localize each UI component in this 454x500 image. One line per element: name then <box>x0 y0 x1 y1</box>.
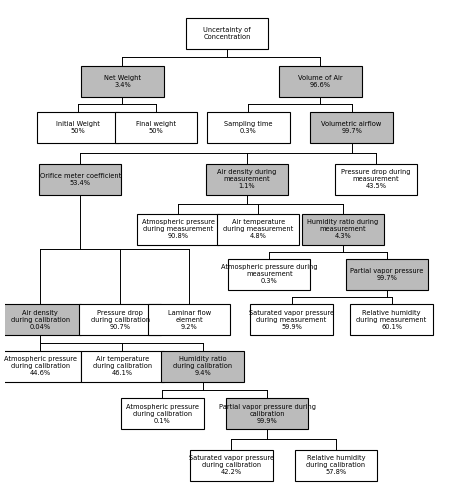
Text: Initial Weight
50%: Initial Weight 50% <box>56 120 100 134</box>
FancyBboxPatch shape <box>39 164 121 195</box>
Text: Pressure drop
during calibration
90.7%: Pressure drop during calibration 90.7% <box>91 310 150 330</box>
FancyBboxPatch shape <box>279 66 361 97</box>
FancyBboxPatch shape <box>346 259 428 290</box>
Text: Atmospheric pressure
during calibration
44.6%: Atmospheric pressure during calibration … <box>4 356 77 376</box>
FancyBboxPatch shape <box>79 304 161 335</box>
Text: Volumetric airflow
99.7%: Volumetric airflow 99.7% <box>321 120 382 134</box>
Text: Pressure drop during
measurement
43.5%: Pressure drop during measurement 43.5% <box>341 170 411 190</box>
Text: Orifice meter coefficient
53.4%: Orifice meter coefficient 53.4% <box>39 173 121 186</box>
FancyBboxPatch shape <box>186 18 268 49</box>
Text: Volume of Air
96.6%: Volume of Air 96.6% <box>298 75 343 88</box>
FancyBboxPatch shape <box>335 164 417 195</box>
Text: Laminar flow
element
9.2%: Laminar flow element 9.2% <box>168 310 211 330</box>
FancyBboxPatch shape <box>226 398 308 429</box>
Text: Sampling time
0.3%: Sampling time 0.3% <box>224 120 272 134</box>
Text: Saturated vapor pressure
during measurement
59.9%: Saturated vapor pressure during measurem… <box>249 310 334 330</box>
FancyBboxPatch shape <box>350 304 433 335</box>
FancyBboxPatch shape <box>161 350 244 382</box>
FancyBboxPatch shape <box>148 304 230 335</box>
FancyBboxPatch shape <box>81 66 163 97</box>
FancyBboxPatch shape <box>121 398 204 429</box>
Text: Partial vapor pressure
99.7%: Partial vapor pressure 99.7% <box>350 268 424 280</box>
FancyBboxPatch shape <box>81 350 163 382</box>
Text: Atmospheric pressure
during calibration
0.1%: Atmospheric pressure during calibration … <box>126 404 199 423</box>
Text: Final weight
50%: Final weight 50% <box>136 120 176 134</box>
Text: Humidity ratio during
measurement
4.3%: Humidity ratio during measurement 4.3% <box>307 220 378 240</box>
Text: Atmospheric pressure during
measurement
0.3%: Atmospheric pressure during measurement … <box>221 264 318 284</box>
Text: Relative humidity
during calibration
57.8%: Relative humidity during calibration 57.… <box>306 455 365 475</box>
Text: Air temperature
during measurement
4.8%: Air temperature during measurement 4.8% <box>223 220 293 240</box>
FancyBboxPatch shape <box>115 112 197 142</box>
Text: Relative humidity
during measurement
60.1%: Relative humidity during measurement 60.… <box>356 310 427 330</box>
Text: Humidity ratio
during calibration
9.4%: Humidity ratio during calibration 9.4% <box>173 356 232 376</box>
FancyBboxPatch shape <box>207 112 290 142</box>
FancyBboxPatch shape <box>301 214 384 245</box>
FancyBboxPatch shape <box>0 304 81 335</box>
FancyBboxPatch shape <box>295 450 377 480</box>
FancyBboxPatch shape <box>217 214 299 245</box>
FancyBboxPatch shape <box>137 214 219 245</box>
Text: Air density
during calibration
0.04%: Air density during calibration 0.04% <box>10 310 70 330</box>
Text: Uncertainty of
Concentration: Uncertainty of Concentration <box>203 27 251 40</box>
Text: Net Weight
3.4%: Net Weight 3.4% <box>104 75 141 88</box>
Text: Saturated vapor pressure
during calibration
42.2%: Saturated vapor pressure during calibrat… <box>189 455 274 475</box>
FancyBboxPatch shape <box>0 350 81 382</box>
FancyBboxPatch shape <box>311 112 393 142</box>
Text: Air density during
measurement
1.1%: Air density during measurement 1.1% <box>217 170 276 190</box>
Text: Partial vapor pressure during
calibration
99.9%: Partial vapor pressure during calibratio… <box>218 404 316 423</box>
FancyBboxPatch shape <box>37 112 119 142</box>
FancyBboxPatch shape <box>190 450 272 480</box>
FancyBboxPatch shape <box>250 304 333 335</box>
Text: Air temperature
during calibration
46.1%: Air temperature during calibration 46.1% <box>93 356 152 376</box>
Text: Atmospheric pressure
during measurement
90.8%: Atmospheric pressure during measurement … <box>142 220 215 240</box>
FancyBboxPatch shape <box>206 164 288 195</box>
FancyBboxPatch shape <box>228 259 311 290</box>
